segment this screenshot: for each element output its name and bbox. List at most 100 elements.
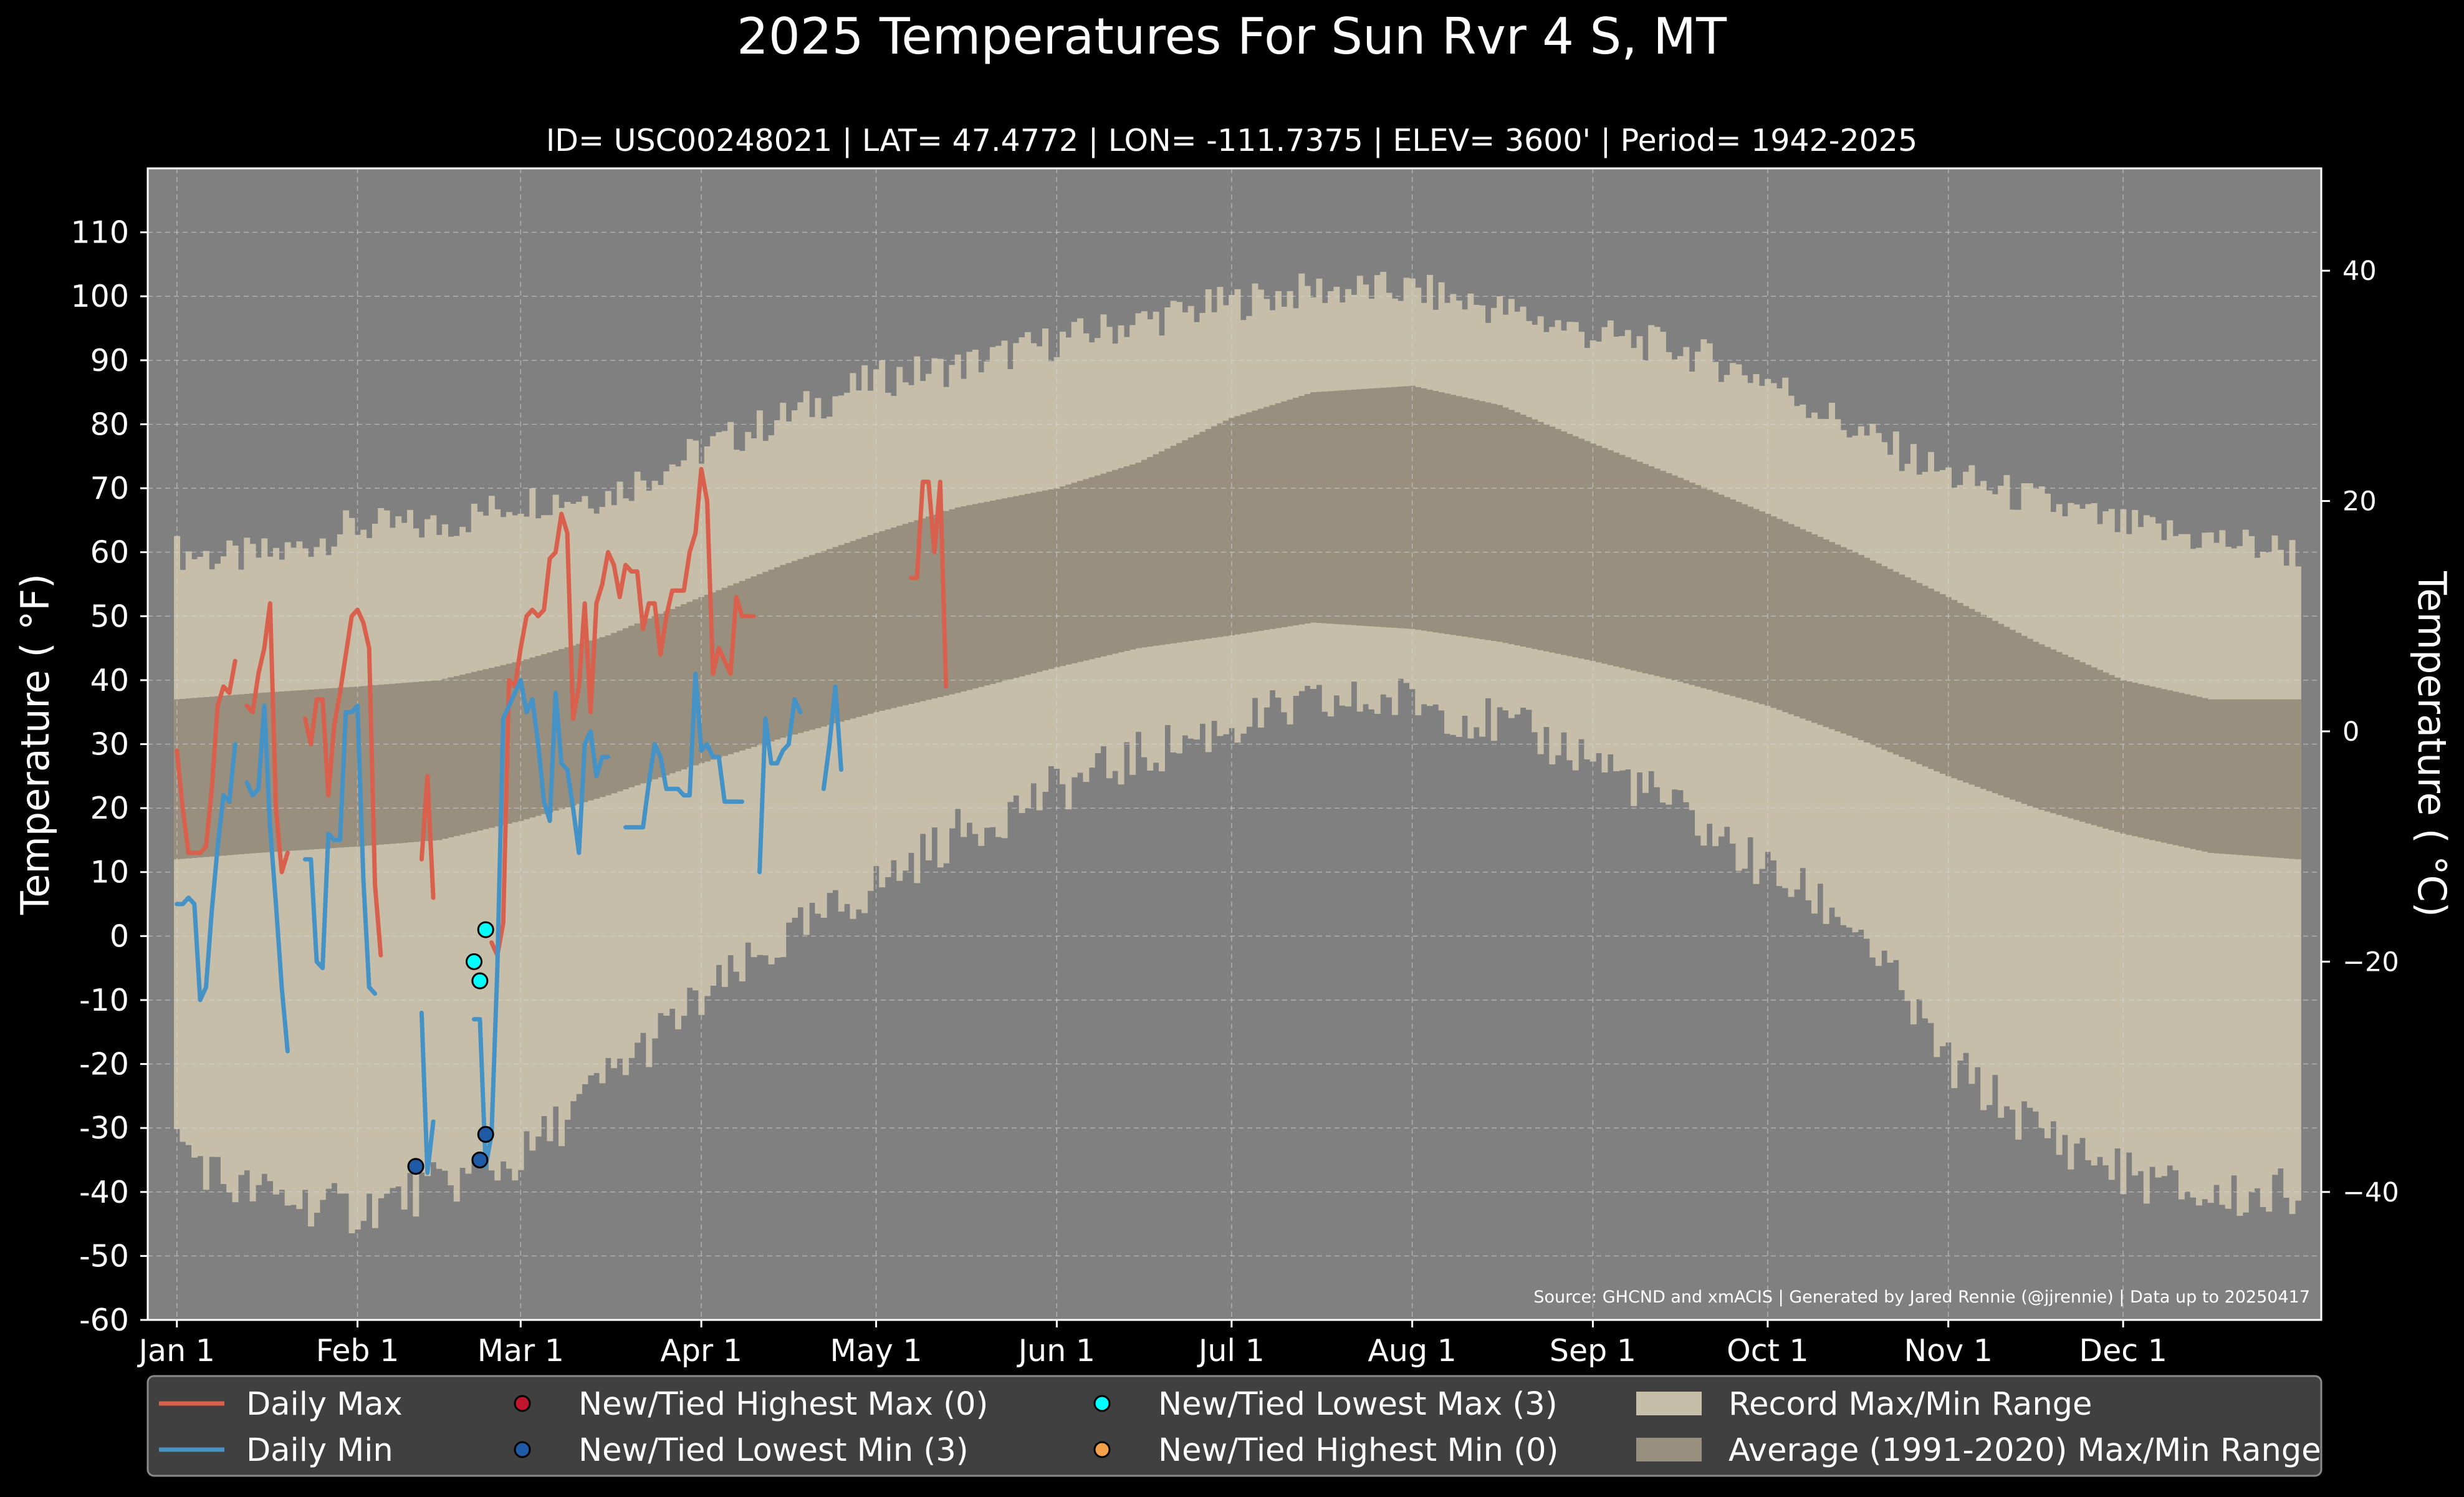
record-range-bar [2260, 551, 2266, 1207]
x-tick-label: May 1 [830, 1333, 923, 1369]
y-tick-label: 30 [90, 727, 129, 763]
average-range-bar [2038, 644, 2045, 810]
record-range-bar [2172, 536, 2179, 1170]
average-range-bar [2254, 699, 2261, 857]
average-range-bar [2091, 667, 2097, 826]
average-range-bar [686, 602, 693, 768]
average-range-bar [1939, 594, 1946, 774]
new-lowest-min-marker [407, 1158, 424, 1175]
average-range-bar [611, 633, 618, 794]
average-range-bar [1753, 509, 1760, 703]
y-tick-label: -10 [79, 983, 129, 1018]
average-range-bar [1415, 387, 1422, 630]
record-range-bar [2155, 523, 2162, 1178]
average-range-bar [1881, 566, 1888, 750]
average-range-bar [1957, 603, 1963, 781]
record-range-bar [267, 556, 274, 1182]
average-range-bar [1700, 487, 1707, 688]
record-range-bar [395, 516, 402, 1187]
average-range-bar [314, 689, 320, 849]
average-range-bar [1013, 496, 1020, 678]
record-range-bar [2114, 532, 2121, 1148]
average-range-bar [1800, 529, 1806, 719]
average-range-bar [1292, 397, 1299, 625]
average-range-bar [1427, 390, 1433, 632]
average-range-bar [716, 590, 722, 758]
average-range-bar [279, 691, 285, 852]
average-range-bar [2231, 699, 2238, 855]
average-range-bar [1706, 489, 1713, 690]
record-range-bar [506, 512, 512, 1169]
record-range-bar [413, 528, 419, 1217]
record-range-bar [2213, 542, 2220, 1185]
average-range-bar [244, 693, 251, 854]
record-range-bar [2236, 546, 2243, 1216]
x-tick-label: Mar 1 [477, 1333, 564, 1369]
average-range-bar [966, 505, 973, 690]
record-range-bar [401, 522, 408, 1210]
average-range-bar [360, 686, 367, 846]
average-range-bar [220, 695, 227, 856]
legend-box [146, 1375, 2323, 1477]
average-range-bar [2178, 693, 2185, 847]
average-range-bar [657, 614, 664, 777]
average-range-bar [378, 685, 385, 845]
average-range-bar [558, 648, 565, 809]
average-range-bar [2021, 635, 2028, 804]
record-range-bar [354, 534, 361, 1230]
average-range-bar [343, 687, 350, 847]
average-range-bar [2050, 649, 2057, 814]
x-tick-label: Nov 1 [1904, 1333, 1992, 1369]
record-range-bar [2231, 548, 2238, 1176]
record-range-bar [220, 556, 227, 1185]
average-range-bar [582, 642, 588, 802]
average-range-bar [1042, 490, 1048, 671]
average-range-bar [1899, 574, 1906, 758]
record-range-bar [459, 527, 466, 1168]
average-range-bar [1158, 451, 1165, 645]
average-range-bar [2009, 630, 2016, 800]
record-range-bar [302, 548, 309, 1190]
average-range-bar [785, 562, 792, 736]
average-range-bar [1992, 620, 1998, 794]
average-range-bar [1508, 410, 1515, 645]
average-range-bar [1053, 488, 1060, 668]
average-range-bar [471, 671, 477, 832]
average-range-bar [1689, 483, 1695, 685]
record-range-bar [2132, 509, 2139, 1176]
average-range-bar [430, 680, 437, 841]
average-range-bar [1980, 615, 1987, 789]
average-range-bar [1619, 455, 1626, 668]
average-range-bar [1566, 433, 1573, 657]
average-range-bar [1450, 395, 1457, 635]
legend-label: Daily Min [246, 1432, 393, 1469]
average-range-bar [890, 527, 897, 708]
x-tick-label: Jan 1 [137, 1333, 215, 1369]
average-range-bar [1986, 618, 1993, 791]
average-range-bar [267, 692, 274, 852]
record-range-bar [348, 517, 355, 1233]
average-range-bar [2033, 642, 2040, 809]
record-range-bar [2009, 509, 2016, 1110]
average-range-bar [2056, 652, 2063, 816]
average-range-bar [1514, 412, 1521, 646]
record-range-bar [2160, 540, 2167, 1177]
average-range-bar [1182, 440, 1189, 642]
average-range-bar [1502, 407, 1509, 643]
average-range-bar [628, 625, 635, 787]
average-range-bar [1321, 391, 1328, 623]
x-tick-label: Dec 1 [2079, 1333, 2167, 1369]
chart-title: 2025 Temperatures For Sun Rvr 4 S, MT [737, 7, 1727, 65]
average-range-bar [2260, 699, 2266, 857]
record-range-bar [203, 551, 209, 1190]
average-range-bar [1019, 494, 1025, 676]
average-range-bar [1916, 583, 1923, 764]
average-range-bar [1438, 392, 1445, 633]
record-range-bar [547, 515, 554, 1142]
record-range-bar [366, 538, 373, 1194]
average-range-bar [2213, 699, 2220, 854]
average-range-bar [1666, 473, 1672, 679]
record-range-bar [255, 557, 262, 1185]
average-range-bar [2196, 696, 2202, 850]
new-lowest-max-marker [471, 972, 489, 989]
